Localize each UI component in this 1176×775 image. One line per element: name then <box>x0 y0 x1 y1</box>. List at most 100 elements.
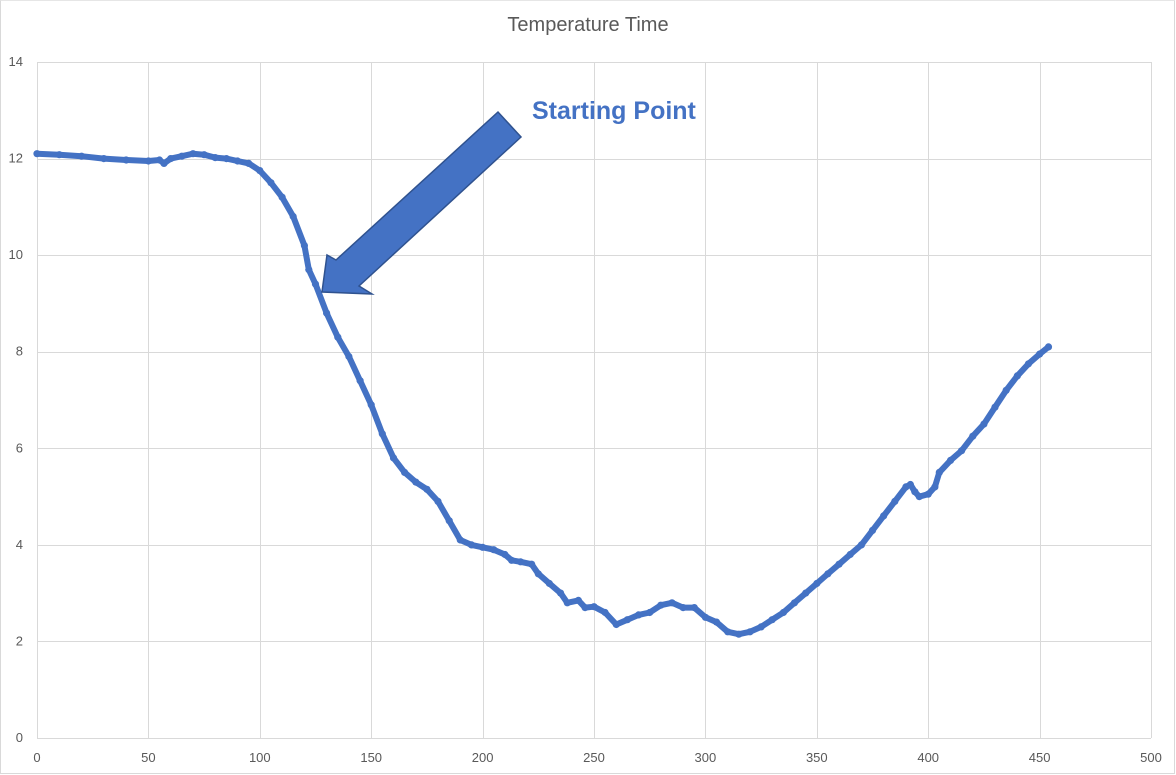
y-tick-label: 12 <box>9 151 23 166</box>
x-tick-label: 200 <box>472 750 494 765</box>
data-point <box>245 159 253 167</box>
data-point <box>991 403 999 411</box>
data-point <box>434 497 442 505</box>
data-point <box>911 488 919 496</box>
data-point <box>160 159 168 167</box>
data-point <box>931 483 939 491</box>
data-point <box>456 536 464 544</box>
data-point <box>946 456 955 464</box>
data-point <box>528 560 536 568</box>
data-point <box>969 432 977 440</box>
data-point <box>958 447 966 455</box>
data-point <box>924 490 932 498</box>
data-point <box>581 604 589 612</box>
data-point <box>144 157 152 165</box>
data-point <box>278 193 286 201</box>
y-tick-label: 10 <box>9 247 23 262</box>
data-point <box>100 155 108 163</box>
y-tick-label: 8 <box>16 344 23 359</box>
data-point <box>735 630 743 638</box>
starting-point-annotation: Starting Point <box>321 97 697 295</box>
data-point <box>1002 386 1010 394</box>
data-point <box>367 401 375 409</box>
data-point <box>935 468 943 476</box>
data-point <box>623 616 632 624</box>
data-point <box>574 596 583 605</box>
data-point <box>378 430 386 438</box>
data-point <box>1024 360 1033 368</box>
data-point <box>612 620 620 629</box>
data-point <box>646 608 654 617</box>
data-point <box>835 560 843 568</box>
x-tick-label: 500 <box>1140 750 1162 765</box>
data-point <box>501 550 509 559</box>
x-axis-ticks: 0 50 100 150 200 250 300 350 400 450 500 <box>33 750 1161 765</box>
data-point <box>445 517 453 525</box>
x-tick-label: 50 <box>141 750 155 765</box>
x-tick-label: 350 <box>806 750 828 765</box>
x-tick-label: 0 <box>33 750 40 765</box>
data-point <box>563 599 571 607</box>
data-point <box>635 611 643 619</box>
series-temperature <box>33 150 1053 638</box>
data-point <box>55 151 63 159</box>
data-point <box>345 352 353 361</box>
data-point <box>256 167 264 175</box>
x-tick-label: 150 <box>360 750 382 765</box>
data-point <box>78 152 86 160</box>
data-point <box>167 155 175 163</box>
y-tick-label: 0 <box>16 730 23 745</box>
data-point <box>545 579 554 588</box>
x-tick-label: 450 <box>1029 750 1051 765</box>
data-point <box>590 603 598 611</box>
data-point <box>412 478 420 486</box>
data-point <box>768 616 776 624</box>
data-point <box>813 579 821 588</box>
data-point <box>334 333 342 341</box>
data-point <box>690 604 698 612</box>
data-point <box>189 150 197 158</box>
data-point <box>401 468 409 476</box>
data-point <box>757 623 765 631</box>
data-point <box>657 601 665 609</box>
y-tick-label: 2 <box>16 633 23 648</box>
x-tick-label: 300 <box>695 750 717 765</box>
data-point <box>211 154 219 162</box>
chart-title: Temperature Time <box>507 14 669 36</box>
data-point <box>423 485 431 493</box>
data-point <box>824 570 832 578</box>
data-point <box>479 543 487 551</box>
data-point <box>33 150 41 158</box>
data-point <box>846 550 854 559</box>
data-point <box>906 480 915 489</box>
data-point <box>790 599 799 607</box>
data-point <box>802 589 810 597</box>
data-point <box>1044 343 1053 351</box>
data-point <box>980 420 988 428</box>
arrow-icon <box>321 110 523 295</box>
data-point <box>289 212 297 221</box>
data-point <box>746 628 754 636</box>
data-point <box>200 151 208 159</box>
annotation-label: Starting Point <box>532 97 697 125</box>
data-point <box>222 155 230 163</box>
data-point <box>601 608 609 617</box>
data-point <box>868 526 877 535</box>
data-point <box>1036 350 1044 358</box>
y-tick-label: 6 <box>16 440 23 455</box>
y-tick-label: 14 <box>9 54 23 69</box>
data-point <box>557 589 565 597</box>
data-point <box>389 454 398 462</box>
y-tick-label: 4 <box>16 537 23 552</box>
data-point <box>679 604 687 612</box>
data-point <box>267 179 275 187</box>
data-point <box>300 241 308 250</box>
data-point <box>891 497 899 505</box>
data-point <box>857 541 866 549</box>
x-tick-label: 250 <box>583 750 605 765</box>
data-point <box>508 556 516 564</box>
data-point <box>724 628 732 636</box>
data-point <box>668 599 676 607</box>
